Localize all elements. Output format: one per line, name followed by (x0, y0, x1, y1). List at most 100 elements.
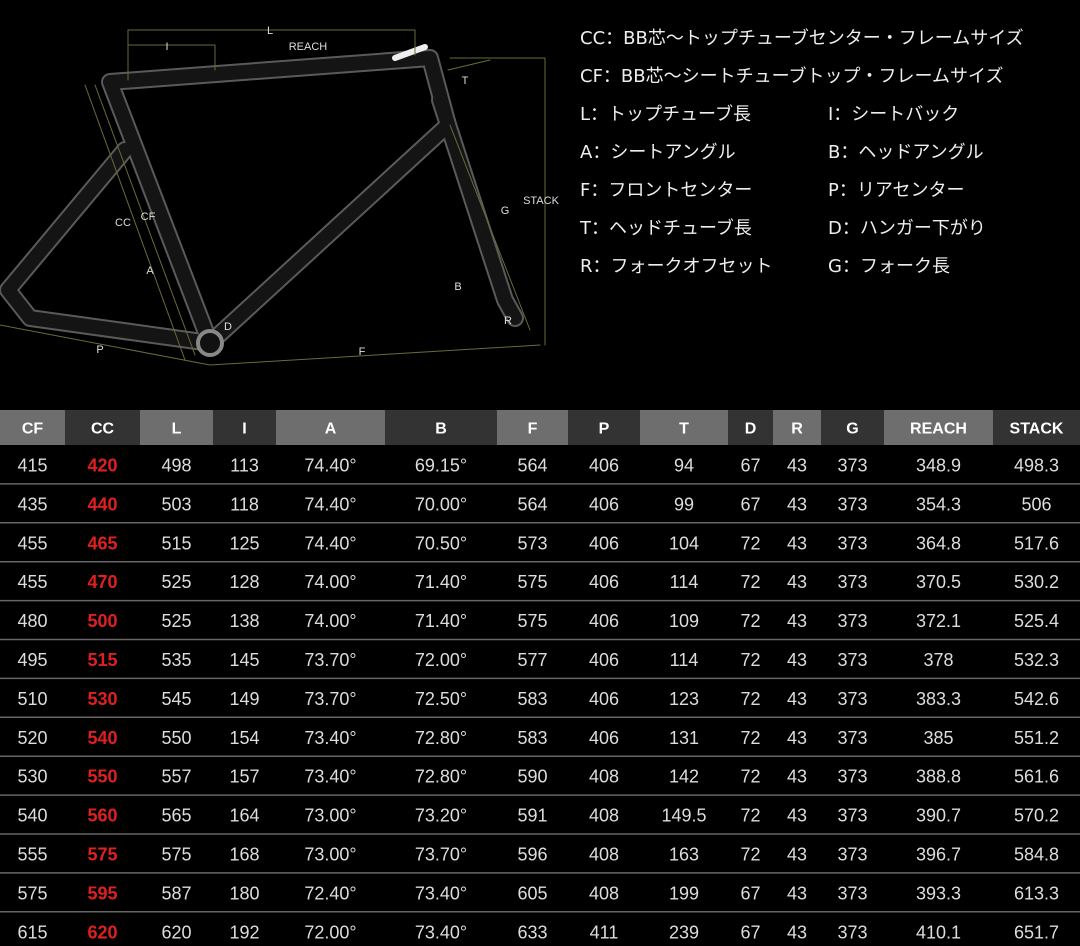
table-cell: 465 (87, 533, 117, 553)
table-cell: 373 (837, 494, 867, 514)
table-cell: 564 (517, 455, 547, 475)
table-cell: 43 (787, 689, 807, 709)
table-cell: 575 (87, 844, 117, 864)
table-cell: 125 (229, 533, 259, 553)
table-cell: 239 (669, 922, 699, 942)
header-label: D (745, 421, 757, 438)
table-cell: 149.5 (661, 806, 706, 826)
table-cell: 73.40° (304, 728, 356, 748)
table-cell: 495 (17, 650, 47, 670)
table-cell: 71.40° (415, 611, 467, 631)
table-cell: 570.2 (1014, 806, 1059, 826)
table-cell: 620 (87, 922, 117, 942)
table-cell: 506 (1021, 494, 1051, 514)
table-cell: 406 (589, 611, 619, 631)
table-cell: 498.3 (1014, 455, 1059, 475)
header-cell (276, 410, 385, 445)
legend-item: T：ヘッドチューブ長 (579, 217, 752, 239)
frame-diagram (0, 29, 546, 366)
table-cell: 74.00° (304, 572, 356, 592)
diagram-label: STACK (523, 195, 560, 207)
table-cell: 590 (517, 767, 547, 787)
table-cell: 113 (230, 455, 259, 475)
table-cell: 575 (517, 611, 547, 631)
table-cell: 545 (161, 689, 191, 709)
table-cell: 584.8 (1014, 844, 1059, 864)
table-cell: 43 (787, 883, 807, 903)
table-cell: 43 (787, 533, 807, 553)
diagram-label: A (146, 265, 154, 277)
table-cell: 72 (740, 728, 760, 748)
header-cell (640, 410, 728, 445)
table-cell: 415 (17, 455, 47, 475)
table-cell: 43 (787, 922, 807, 942)
table-cell: 406 (589, 572, 619, 592)
table-cell: 131 (669, 728, 699, 748)
diagram-label: B (454, 281, 461, 293)
table-cell: 561.6 (1014, 767, 1059, 787)
header-cell (0, 410, 65, 445)
table-cell: 72 (740, 806, 760, 826)
table-cell: 408 (589, 806, 619, 826)
table-cell: 373 (837, 572, 867, 592)
header-label: P (599, 421, 610, 438)
table-cell: 373 (837, 455, 867, 475)
table-cell: 591 (517, 806, 547, 826)
table-cell: 408 (589, 844, 619, 864)
table-cell: 525.4 (1014, 611, 1059, 631)
table-cell: 373 (837, 806, 867, 826)
header-label: A (325, 421, 337, 438)
header-label: T (679, 421, 689, 438)
table-cell: 69.15° (415, 455, 467, 475)
header-label: R (791, 421, 803, 438)
table-cell: 114 (670, 650, 699, 670)
table-cell: 104 (669, 533, 699, 553)
table-cell: 530.2 (1014, 572, 1059, 592)
table-cell: 73.40° (415, 883, 467, 903)
table-cell: 73.40° (304, 767, 356, 787)
table-cell: 71.40° (415, 572, 467, 592)
legend-item: G：フォーク長 (828, 256, 950, 277)
header-cell (728, 410, 773, 445)
table-cell: 180 (229, 883, 259, 903)
header-cell (213, 410, 276, 445)
table-cell: 577 (517, 650, 547, 670)
table-cell: 70.50° (415, 533, 467, 553)
header-label: I (242, 421, 246, 438)
table-cell: 390.7 (916, 806, 961, 826)
table-cell: 480 (17, 611, 47, 631)
table-cell: 651.7 (1014, 922, 1059, 942)
table-cell: 406 (589, 533, 619, 553)
table-cell: 383.3 (916, 689, 961, 709)
table-cell: 149 (229, 689, 259, 709)
table-cell: 557 (161, 767, 191, 787)
table-cell: 43 (787, 844, 807, 864)
table-cell: 503 (161, 494, 191, 514)
diagram-label: CF (141, 211, 156, 223)
table-cell: 560 (87, 806, 117, 826)
table-cell: 74.40° (304, 533, 356, 553)
table-cell: 73.00° (304, 844, 356, 864)
table-cell: 605 (517, 883, 547, 903)
table-cell: 67 (740, 922, 760, 942)
header-cell (385, 410, 497, 445)
table-cell: 72 (740, 533, 760, 553)
table-cell: 420 (87, 455, 117, 475)
diagram-label: G (501, 205, 510, 217)
table-cell: 72 (740, 650, 760, 670)
table-cell: 372.1 (916, 611, 961, 631)
table-cell: 72 (740, 572, 760, 592)
table-cell: 154 (229, 728, 259, 748)
table-cell: 406 (589, 650, 619, 670)
table-cell: 515 (87, 650, 117, 670)
table-cell: 73.70° (415, 844, 467, 864)
table-cell: 373 (837, 767, 867, 787)
legend-item: A：シートアングル (580, 142, 736, 163)
table-cell: 517.6 (1014, 533, 1059, 553)
table-cell: 73.40° (415, 922, 467, 942)
table-cell: 72 (740, 611, 760, 631)
diagram-label: P (96, 344, 103, 356)
table-cell: 396.7 (916, 844, 961, 864)
table-cell: 498 (161, 455, 191, 475)
legend-item: CC：BB芯〜トップチューブセンター・フレームサイズ (580, 27, 1024, 49)
